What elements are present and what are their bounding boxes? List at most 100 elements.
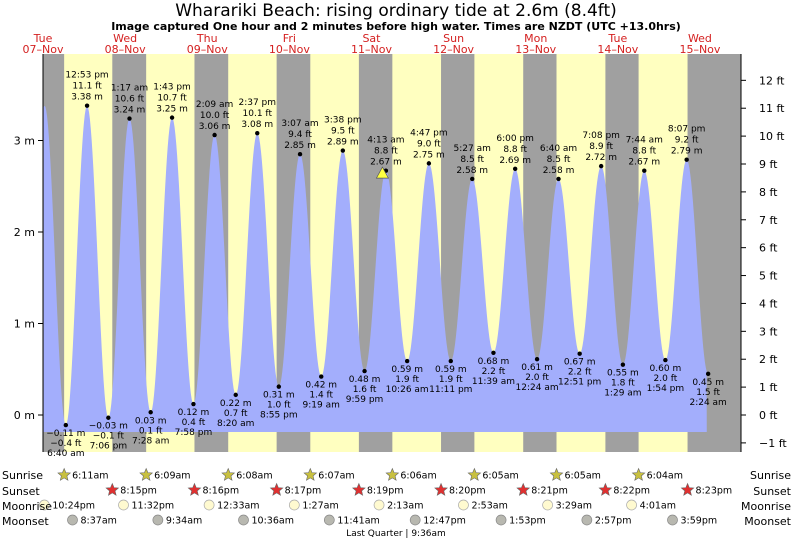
low-tide-point (705, 371, 711, 377)
low-tide-label: 1.8 ft (611, 379, 635, 389)
moonrise-time: 10:24pm (52, 501, 95, 512)
y-right-tick-label: −1 ft (759, 437, 787, 450)
sunset-time: 8:22pm (613, 486, 650, 497)
high-tide-label: 2.69 m (499, 156, 531, 166)
high-tide-point (255, 130, 260, 136)
sunset-time: 8:19pm (367, 486, 404, 497)
low-tide-label: 1.6 ft (353, 385, 377, 395)
sunrise-time: 6:07am (318, 471, 354, 482)
low-tide-label: 0.60 m (650, 364, 682, 374)
low-tide-label: 0.67 m (564, 358, 596, 368)
high-tide-label: 2.58 m (543, 166, 575, 176)
sunset-star-icon (598, 482, 613, 496)
moonset-time: 1:53pm (509, 516, 546, 527)
day-name: Thu (196, 32, 218, 45)
low-tide-point (577, 351, 582, 356)
low-tide-label: 9:59 pm (346, 395, 384, 405)
moonrise-time: 1:27am (302, 501, 338, 512)
low-tide-label: 1.9 ft (439, 375, 463, 385)
high-tide-label: 8.9 ft (589, 142, 613, 152)
low-tide-label: 2.2 ft (482, 367, 506, 377)
moonrise-time: 12:33am (217, 501, 259, 512)
low-tide-label: 0.42 m (305, 381, 337, 391)
moonset-icon (581, 514, 593, 526)
high-tide-label: 2.85 m (284, 141, 316, 151)
low-tide-point (404, 358, 410, 364)
y-right-tick-label: 12 ft (759, 74, 785, 87)
day-name: Tue (607, 32, 627, 45)
low-tide-label: 1:54 pm (647, 384, 685, 394)
sunrise-time: 6:06am (400, 471, 436, 482)
sunrise-star-icon (467, 467, 482, 481)
low-tide-label: 0.59 m (435, 365, 467, 375)
low-tide-point (362, 368, 367, 374)
high-tide-point (470, 176, 475, 182)
moonset-icon (667, 514, 678, 526)
high-tide-label: 6:00 pm (496, 134, 534, 144)
low-tide-label: 2.0 ft (525, 373, 549, 383)
y-left-tick-label: 2 m (14, 226, 35, 239)
high-tide-label: 4:13 am (367, 136, 404, 146)
sunrise-row-label-right: Sunrise (750, 469, 791, 482)
moonset-time: 11:41am (337, 516, 379, 527)
sunset-row-label-left: Sunset (2, 485, 40, 498)
low-tide-label: 12:51 pm (558, 378, 601, 388)
day-name: Tue (33, 32, 53, 45)
current-tide-marker (375, 166, 390, 179)
sunrise-time: 6:08am (236, 471, 272, 482)
low-tide-label: 0.59 m (391, 365, 423, 375)
sunset-star-icon (269, 482, 284, 496)
low-tide-point (148, 410, 153, 415)
low-tide-label: −0.4 ft (50, 439, 82, 449)
low-tide-label: 0.61 m (521, 363, 553, 373)
sunset-star-icon (351, 482, 366, 496)
moonset-icon (67, 514, 78, 526)
day-name: Fri (283, 32, 296, 45)
high-tide-label: 2.89 m (327, 138, 359, 148)
sunrise-time: 6:11am (72, 471, 108, 482)
high-tide-label: 10.7 ft (157, 94, 187, 104)
moonrise-row-label-left: Moonrise (2, 500, 52, 513)
sunset-time: 8:21pm (531, 486, 568, 497)
high-tide-point (642, 168, 647, 173)
y-right-tick-label: 8 ft (759, 186, 778, 199)
moonset-icon (238, 514, 249, 526)
low-tide-label: 1.9 ft (395, 375, 419, 385)
low-tide-label: 11:39 am (472, 377, 515, 387)
moonrise-row-label-right: Moonrise (741, 500, 791, 513)
high-tide-label: 10.6 ft (115, 95, 145, 105)
high-tide-label: 1:43 pm (153, 83, 191, 93)
day-date: 14–Nov (597, 43, 638, 56)
sunrise-star-icon (549, 467, 564, 481)
low-tide-label: 2:24 am (689, 398, 726, 408)
low-tide-label: 7:06 pm (90, 442, 128, 452)
current-tide-marker-triangle (375, 166, 390, 179)
high-tide-label: 3.25 m (156, 105, 188, 115)
moonrise-time: 2:53am (471, 501, 507, 512)
high-tide-label: 9.4 ft (288, 130, 312, 140)
sunrise-star-icon (631, 467, 646, 481)
low-tide-label: 10:26 am (386, 385, 429, 395)
y-axis-right-feet: −1 ft 0 ft 1 ft 2 ft 3 ft 4 ft 5 ft 6 ft 7 ft 8 f… (741, 74, 787, 450)
y-right-tick-label: 7 ft (759, 214, 778, 227)
moonrise-icon (626, 499, 637, 511)
high-tide-label: 8:07 pm (668, 125, 706, 135)
moonset-icon (495, 514, 507, 526)
moonrise-icon (203, 499, 215, 511)
low-tide-label: 0.22 m (220, 399, 252, 409)
high-tide-label: 3:07 am (281, 119, 318, 129)
day-date: 15–Nov (679, 43, 720, 56)
moonrise-icon (118, 499, 129, 511)
high-tide-label: 2.67 m (628, 158, 660, 168)
moonset-time: 10:36am (252, 516, 294, 527)
tide-area (43, 105, 707, 432)
high-tide-point (598, 163, 604, 169)
high-tide-label: 10.1 ft (243, 109, 273, 119)
high-tide-label: 12:53 pm (65, 71, 108, 81)
moonset-icon (323, 514, 335, 526)
y-right-tick-label: 5 ft (759, 270, 778, 283)
sunrise-time: 6:05am (565, 471, 601, 482)
sunset-star-icon (434, 482, 448, 496)
low-tide-point (63, 422, 69, 428)
day-date: 09–Nov (187, 43, 228, 56)
